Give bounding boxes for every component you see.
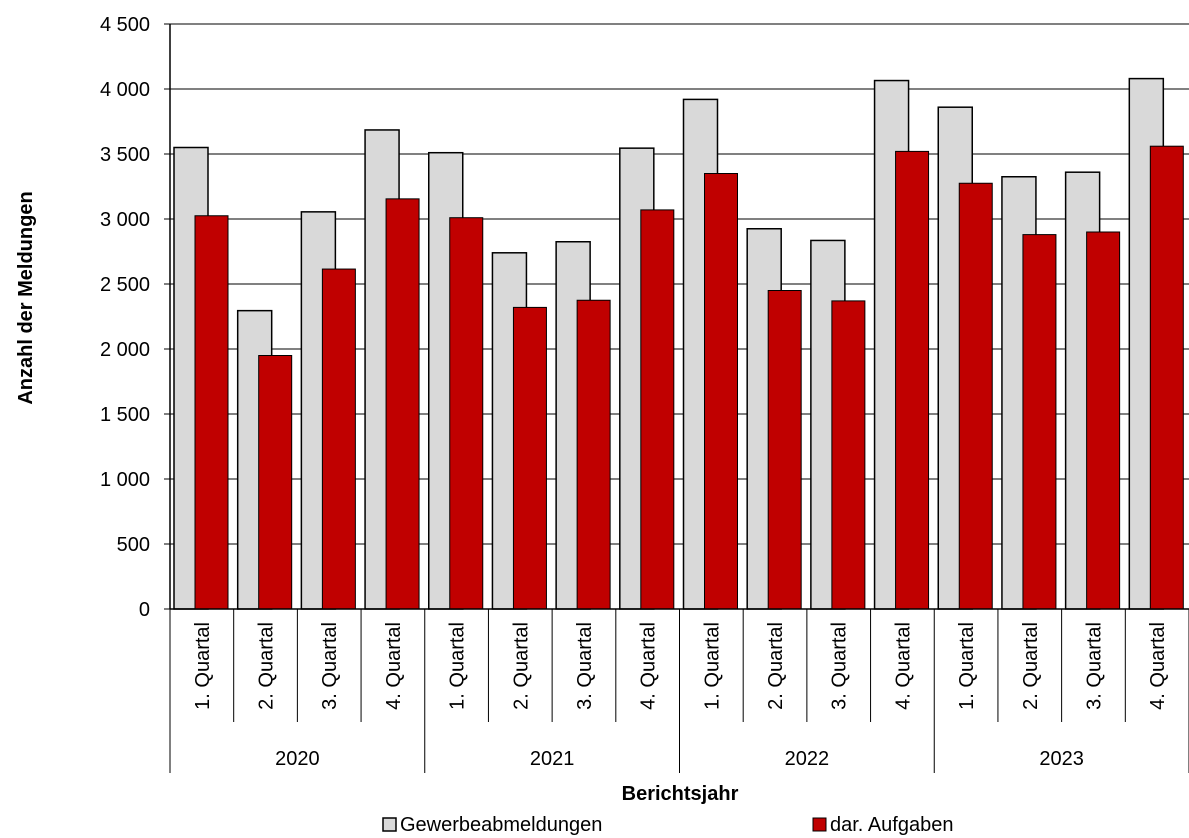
- y-tick-label: 1 500: [100, 404, 150, 426]
- quarter-tick-label: 3. Quartal: [574, 622, 596, 710]
- axes: [164, 23, 1189, 773]
- y-tick-label: 2 000: [100, 339, 150, 361]
- legend-swatch-gewerbeabmeldungen: [382, 817, 397, 832]
- y-tick-label: 4 000: [100, 79, 150, 101]
- bar-aufgaben: [895, 150, 930, 610]
- legend: Gewerbeabmeldungen dar. Aufgaben: [382, 814, 953, 836]
- bar-aufgaben: [958, 182, 993, 610]
- y-tick-label: 1 000: [100, 469, 150, 491]
- y-tick-label: 3 000: [100, 209, 150, 231]
- y-tick-label: 2 500: [100, 274, 150, 296]
- year-tick-label: 2020: [275, 748, 320, 770]
- bar-aufgaben: [704, 173, 738, 610]
- quarter-tick-label: 3. Quartal: [829, 622, 851, 710]
- legend-swatch-aufgaben: [812, 817, 827, 832]
- y-tick-label: 500: [117, 534, 150, 556]
- bar-aufgaben: [194, 215, 229, 610]
- bar-aufgaben: [258, 355, 293, 610]
- y-tick-labels: 0 500 1 000 1 500 2 000 2 500 3 000 3 500 4 000 4…: [100, 14, 150, 621]
- bar-aufgaben: [576, 299, 611, 610]
- year-tick-label: 2023: [1039, 748, 1084, 770]
- bar-aufgaben: [321, 268, 356, 610]
- quarter-tick-label: 2. Quartal: [1020, 622, 1042, 710]
- quarter-tick-label: 1. Quartal: [956, 622, 978, 710]
- quarter-tick-label: 2. Quartal: [510, 622, 532, 710]
- bar-aufgaben: [1149, 145, 1184, 610]
- quarter-tick-label: 3. Quartal: [319, 622, 341, 710]
- quarter-tick-label: 4. Quartal: [1147, 622, 1169, 710]
- y-axis-title: Anzahl der Meldungen: [15, 191, 37, 404]
- quarter-tick-label: 1. Quartal: [701, 622, 723, 710]
- bar-aufgaben: [385, 198, 420, 610]
- bar-aufgaben: [640, 209, 675, 610]
- y-tick-label: 4 500: [100, 14, 150, 36]
- bar-aufgaben: [449, 217, 484, 610]
- quarter-tick-label: 1. Quartal: [192, 622, 214, 710]
- bars: [173, 77, 1184, 610]
- x-axis-title: Berichtsjahr: [622, 783, 739, 805]
- quarter-tick-label: 2. Quartal: [256, 622, 278, 710]
- quarter-tick-label: 4. Quartal: [638, 622, 660, 710]
- year-tick-label: 2022: [785, 748, 830, 770]
- quarter-tick-label: 3. Quartal: [1083, 622, 1105, 710]
- quarter-tick-label: 2. Quartal: [765, 622, 787, 710]
- legend-label-aufgaben: dar. Aufgaben: [830, 814, 953, 836]
- y-tick-label: 0: [139, 599, 150, 621]
- x-tick-labels: 1. Quartal 2. Quartal 3. Quartal 4. Quartal…: [192, 622, 1169, 770]
- bar-aufgaben: [831, 300, 866, 610]
- quarter-tick-label: 4. Quartal: [892, 622, 914, 710]
- bar-aufgaben: [1086, 231, 1121, 610]
- legend-label-gewerbeabmeldungen: Gewerbeabmeldungen: [400, 814, 602, 836]
- bar-aufgaben: [1022, 234, 1057, 610]
- bar-aufgaben: [512, 306, 547, 610]
- quarter-tick-label: 4. Quartal: [383, 622, 405, 710]
- year-tick-label: 2021: [530, 748, 575, 770]
- y-tick-label: 3 500: [100, 144, 150, 166]
- bar-aufgaben: [767, 290, 802, 610]
- quarter-tick-label: 1. Quartal: [447, 622, 469, 710]
